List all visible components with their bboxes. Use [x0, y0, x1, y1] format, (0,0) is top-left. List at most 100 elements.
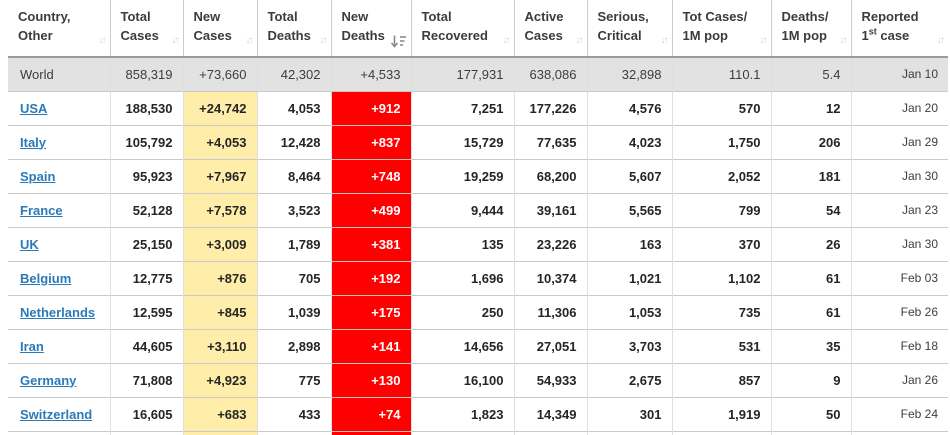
table-row: Italy 105,792 +4,053 12,428 +837 15,729 77,635…	[8, 124, 948, 159]
column-header-label: Other	[18, 27, 53, 43]
column-header-label: Recovered	[421, 27, 488, 43]
table-row	[8, 430, 948, 435]
cell-total-cases: 188,530	[109, 90, 183, 125]
sort-both-icon: ↓↑	[245, 34, 254, 46]
column-header-cases-per-1m[interactable]: Tot Cases/1M pop ↓↑	[671, 0, 771, 58]
cell-total-recovered: 15,729	[410, 124, 514, 159]
country-link[interactable]: Italy	[20, 134, 47, 150]
column-header-new-cases[interactable]: New Cases ↓↑	[182, 0, 257, 58]
column-header-label: Critical	[597, 27, 642, 43]
sort-both-icon: ↓↑	[575, 34, 584, 46]
cell-new-cases: +7,967	[182, 158, 257, 193]
cell-cases-per-1m: 857	[671, 362, 771, 397]
cell-new-cases: +3,009	[182, 226, 257, 261]
cell-total-recovered: 14,656	[410, 328, 514, 363]
column-header-label: Total	[267, 9, 298, 24]
country-link[interactable]: Spain	[20, 168, 56, 184]
cell-cases-per-1m: 531	[671, 328, 771, 363]
cell-serious-critical	[586, 430, 672, 435]
cell-total-recovered: 1,823	[410, 396, 514, 431]
cell-serious-critical: 163	[586, 226, 672, 261]
cell-total-deaths: 1,039	[256, 294, 331, 329]
sort-both-icon: ↓↑	[759, 34, 768, 46]
sort-both-icon: ↓↑	[937, 34, 945, 46]
country-link[interactable]: USA	[20, 100, 48, 116]
cell-new-deaths: +175	[330, 294, 411, 329]
cell-new-cases: +683	[182, 396, 257, 431]
cell-first-case: Jan 26	[850, 362, 948, 397]
cell-active-cases: 638,086	[513, 56, 587, 91]
cell-total-cases: 52,128	[109, 192, 183, 227]
cell-total-recovered: 177,931	[410, 56, 514, 91]
country-link[interactable]: France	[20, 202, 63, 218]
column-header-label: Cases	[120, 27, 159, 43]
country-name-cell: Germany	[8, 362, 110, 397]
column-header-label: Serious,	[597, 9, 649, 24]
cell-first-case: Jan 30	[850, 158, 948, 193]
cell-new-cases: +24,742	[182, 90, 257, 125]
cell-total-cases: 12,775	[109, 260, 183, 295]
cell-total-cases: 71,808	[109, 362, 183, 397]
country-link[interactable]: UK	[20, 236, 39, 252]
cell-cases-per-1m: 1,919	[671, 396, 771, 431]
cell-total-recovered: 1,696	[410, 260, 514, 295]
cell-total-cases: 95,923	[109, 158, 183, 193]
cell-first-case: Jan 29	[850, 124, 948, 159]
column-header-country[interactable]: Country, Other ↓↑	[8, 0, 110, 58]
table-row: Spain 95,923 +7,967 8,464 +748 19,259 68,200 5,…	[8, 158, 948, 193]
column-header-new-deaths[interactable]: New Deaths	[330, 0, 411, 58]
column-header-first-case[interactable]: Reported 1st case ↓↑	[850, 0, 948, 58]
cell-first-case	[850, 430, 948, 435]
sort-both-icon: ↓↑	[839, 34, 848, 46]
cell-cases-per-1m: 110.1	[671, 56, 771, 91]
country-link[interactable]: Belgium	[20, 270, 72, 286]
cell-deaths-per-1m: 54	[770, 192, 851, 227]
country-link[interactable]: Iran	[20, 338, 44, 354]
column-header-label: Tot Cases/	[682, 9, 748, 24]
column-header-active-cases[interactable]: Active Cases ↓↑	[513, 0, 587, 58]
sort-both-icon: ↓↑	[660, 34, 669, 46]
column-header-label: Deaths	[341, 27, 385, 43]
cell-new-deaths: +912	[330, 90, 411, 125]
cell-active-cases	[513, 430, 587, 435]
cell-first-case: Feb 26	[850, 294, 948, 329]
country-name-cell: Italy	[8, 124, 110, 159]
country-link[interactable]: Netherlands	[20, 304, 96, 320]
cell-deaths-per-1m: 206	[770, 124, 851, 159]
country-name-cell: Belgium	[8, 260, 110, 295]
cell-cases-per-1m: 1,102	[671, 260, 771, 295]
cell-total-deaths: 775	[256, 362, 331, 397]
cell-total-cases: 105,792	[109, 124, 183, 159]
country-link[interactable]: Germany	[20, 372, 77, 388]
cell-deaths-per-1m: 26	[770, 226, 851, 261]
cell-deaths-per-1m: 181	[770, 158, 851, 193]
column-header-total-cases[interactable]: Total Cases ↓↑	[109, 0, 183, 58]
column-header-total-deaths[interactable]: Total Deaths ↓↑	[256, 0, 331, 58]
cell-serious-critical: 4,576	[586, 90, 672, 125]
cell-deaths-per-1m: 5.4	[770, 56, 851, 91]
cell-new-cases: +7,578	[182, 192, 257, 227]
column-header-label: Total	[120, 9, 151, 24]
cell-total-cases: 16,605	[109, 396, 183, 431]
cell-new-cases: +876	[182, 260, 257, 295]
cell-new-cases: +4,053	[182, 124, 257, 159]
cell-cases-per-1m: 1,750	[671, 124, 771, 159]
column-header-label: Active	[524, 9, 564, 24]
column-header-label: 1M pop	[682, 27, 729, 43]
table-row: World 858,319 +73,660 42,302 +4,533 177,931 63…	[8, 56, 948, 91]
column-header-total-recovered[interactable]: Total Recovered ↓↑	[410, 0, 514, 58]
cell-deaths-per-1m: 50	[770, 396, 851, 431]
country-name-cell: Switzerland	[8, 396, 110, 431]
cell-new-deaths: +192	[330, 260, 411, 295]
cell-active-cases: 14,349	[513, 396, 587, 431]
country-link[interactable]: Switzerland	[20, 406, 93, 422]
cell-total-deaths: 4,053	[256, 90, 331, 125]
cell-total-recovered: 9,444	[410, 192, 514, 227]
table-row: Netherlands 12,595 +845 1,039 +175 250 11,306 1…	[8, 294, 948, 329]
cell-first-case: Feb 24	[850, 396, 948, 431]
column-header-deaths-per-1m[interactable]: Deaths/1M pop ↓↑	[770, 0, 851, 58]
column-header-serious-critical[interactable]: Serious, Critical ↓↑	[586, 0, 672, 58]
cell-deaths-per-1m: 12	[770, 90, 851, 125]
table-header: Country, Other ↓↑ Total Cases ↓↑ New Cases ↓↑ Tot…	[8, 0, 948, 58]
cell-first-case: Jan 30	[850, 226, 948, 261]
